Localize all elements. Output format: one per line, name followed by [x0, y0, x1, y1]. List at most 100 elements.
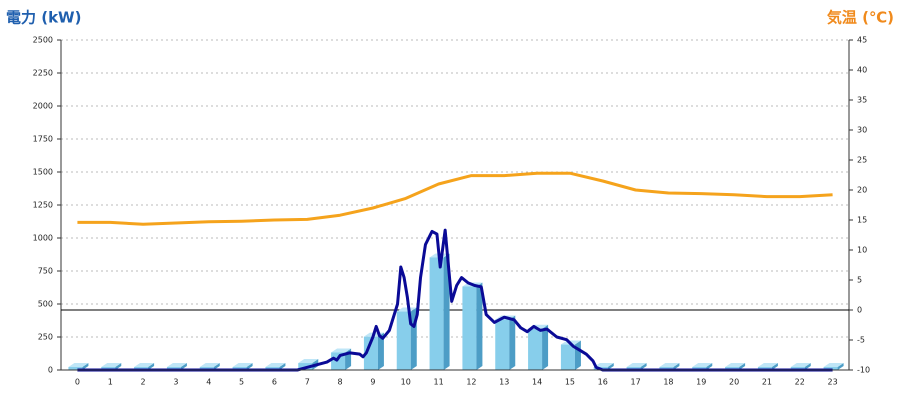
- y2-tick-label: -10: [857, 366, 870, 375]
- bar-top: [790, 363, 811, 367]
- x-tick-label: 16: [598, 378, 608, 387]
- x-tick-label: 1: [108, 378, 113, 387]
- x-tick-label: 17: [630, 378, 640, 387]
- bar-top: [232, 363, 253, 367]
- y-tick-label: 250: [38, 333, 53, 342]
- y2-axis-title: 気温 (℃): [827, 9, 894, 27]
- x-tick-label: 21: [762, 378, 772, 387]
- y2-tick-label: 25: [857, 156, 867, 165]
- x-tick-label: 0: [75, 378, 80, 387]
- x-tick-label: 19: [696, 378, 706, 387]
- bar-top: [396, 307, 417, 312]
- bar-side: [574, 340, 581, 370]
- bar-side: [739, 363, 746, 370]
- bar-side: [443, 253, 450, 370]
- bar: [396, 311, 411, 370]
- x-tick-label: 20: [729, 378, 739, 387]
- bar: [68, 367, 83, 370]
- x-tick-label: 9: [370, 378, 375, 387]
- y2-tick-label: 15: [857, 216, 867, 225]
- x-tick-label: 14: [532, 378, 542, 387]
- bar-side: [542, 324, 549, 370]
- bar: [560, 344, 575, 370]
- line: [77, 171, 833, 226]
- bar: [462, 286, 477, 370]
- bar-side: [640, 363, 647, 370]
- bar-side: [673, 363, 680, 370]
- y-tick-label: 1500: [33, 168, 53, 177]
- bar: [495, 319, 510, 370]
- x-tick-label: 12: [466, 378, 476, 387]
- bar-top: [757, 363, 778, 367]
- y2-tick-label: 10: [857, 246, 867, 255]
- y-tick-label: 1000: [33, 234, 53, 243]
- bar-top: [823, 363, 844, 367]
- y-tick-label: 2500: [33, 36, 53, 45]
- bar-side: [509, 315, 516, 370]
- bar-side: [837, 363, 844, 370]
- bar-side: [476, 282, 483, 370]
- x-tick-label: 22: [795, 378, 805, 387]
- bar-side: [804, 363, 811, 370]
- x-tick-label: 13: [499, 378, 509, 387]
- y-tick-label: 750: [38, 267, 53, 276]
- y2-tick-label: 45: [857, 36, 867, 45]
- y-tick-label: 1750: [33, 135, 53, 144]
- x-tick-label: 3: [173, 378, 178, 387]
- bar-side: [771, 363, 778, 370]
- bar: [363, 336, 378, 370]
- bar: [528, 328, 543, 370]
- bar-side: [148, 363, 155, 370]
- bar-side: [377, 332, 384, 370]
- bar-side: [180, 363, 187, 370]
- bar: [331, 352, 346, 370]
- y-tick-label: 1250: [33, 201, 53, 210]
- y-tick-label: 500: [38, 300, 53, 309]
- x-tick-label: 4: [206, 378, 211, 387]
- bar-top: [68, 363, 89, 367]
- x-tick-label: 7: [305, 378, 310, 387]
- y2-tick-label: 20: [857, 186, 867, 195]
- x-tick-label: 11: [433, 378, 443, 387]
- y-tick-label: 2000: [33, 102, 53, 111]
- bar-top: [626, 363, 647, 367]
- bar-top: [725, 363, 746, 367]
- bar-side: [246, 363, 253, 370]
- x-tick-label: 6: [272, 378, 277, 387]
- bar-top: [199, 363, 220, 367]
- bar-top: [331, 348, 352, 353]
- bar-top: [134, 363, 155, 367]
- x-tick-label: 8: [338, 378, 343, 387]
- x-tick-label: 23: [827, 378, 837, 387]
- y2-tick-label: -5: [857, 336, 865, 345]
- x-tick-label: 18: [663, 378, 673, 387]
- bar-top: [265, 363, 286, 367]
- y-tick-label: 0: [48, 366, 53, 375]
- bar-side: [115, 363, 122, 370]
- bar-top: [101, 363, 122, 367]
- bar-top: [659, 363, 680, 367]
- y-tick-label: 2250: [33, 69, 53, 78]
- x-tick-label: 5: [239, 378, 244, 387]
- bar-side: [607, 363, 614, 370]
- bar-side: [82, 363, 89, 370]
- bar-top: [593, 363, 614, 367]
- bar-top: [298, 359, 319, 364]
- y-axis-title: 電力 (kW): [6, 9, 81, 27]
- x-tick-label: 15: [565, 378, 575, 387]
- line: [77, 228, 833, 372]
- y2-tick-label: 40: [857, 66, 867, 75]
- x-tick-label: 10: [401, 378, 411, 387]
- y2-tick-label: 30: [857, 126, 867, 135]
- y2-tick-label: 5: [857, 276, 862, 285]
- y2-tick-label: 35: [857, 96, 867, 105]
- x-tick-label: 2: [141, 378, 146, 387]
- bar-top: [692, 363, 713, 367]
- bar-top: [166, 363, 187, 367]
- bar-side: [213, 363, 220, 370]
- bar-side: [279, 363, 286, 370]
- bar: [429, 257, 444, 370]
- y2-tick-label: 0: [857, 306, 862, 315]
